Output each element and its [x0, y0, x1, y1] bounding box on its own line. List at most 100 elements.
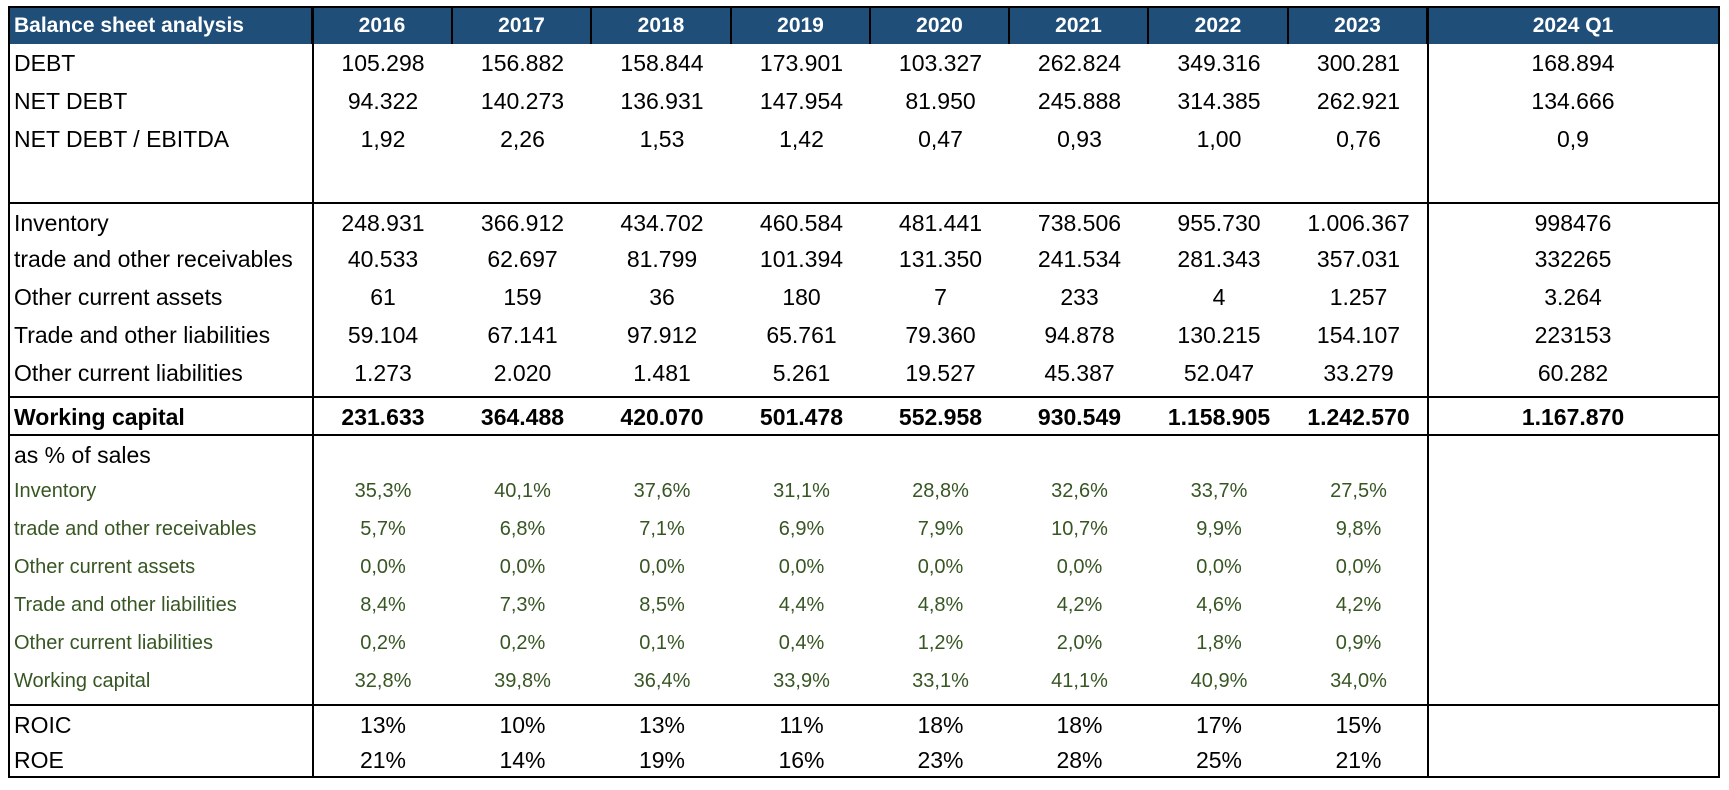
column-header: 2022 [1149, 8, 1289, 44]
table-cell: 0,9% [1335, 631, 1382, 654]
table-cell: 35,3% [354, 479, 412, 502]
balance-sheet-table: Balance sheet analysis 2016 2017 2018 2019 20… [8, 6, 1720, 778]
row-label: Working capital [14, 669, 151, 692]
header-row: Balance sheet analysis 2016 2017 2018 2019 20… [10, 8, 1718, 44]
table-cell: 40.533 [347, 245, 419, 272]
table-cell [1428, 662, 1718, 700]
table-cell: 2.020 [493, 359, 552, 386]
table-cell: 233 [1060, 283, 1099, 310]
table-cell: 94.322 [347, 87, 419, 114]
table-cell: 18% [1056, 711, 1103, 738]
table-cell: 10% [499, 711, 546, 738]
row-label: DEBT [14, 49, 76, 76]
column-header: 2017 [453, 8, 592, 44]
table-cell: 7,1% [639, 517, 685, 540]
table-cell: 1.158.905 [1167, 403, 1271, 430]
table-cell: 357.031 [1316, 245, 1401, 272]
table-cell: 140.273 [480, 87, 565, 114]
table-row: Working capital 231.633 364.488 420.070 501.… [10, 396, 1718, 436]
table-cell: 39,8% [494, 669, 551, 692]
row-label: as % of sales [14, 441, 151, 468]
table-row: Other current assets 61 159 36 180 7 233 4 1.257… [10, 278, 1718, 316]
row-label: Trade and other liabilities [14, 321, 271, 348]
table-cell: 738.506 [1037, 209, 1122, 236]
table-cell: 52.047 [1183, 359, 1255, 386]
table-cell: 1.481 [633, 359, 691, 386]
column-header: 2020 [871, 8, 1010, 44]
table-row: as % of sales [10, 434, 1718, 474]
table-cell: 81.799 [626, 245, 698, 272]
table-cell [1010, 436, 1149, 474]
table-cell: 1,00 [1196, 125, 1242, 152]
table-row: Other current liabilities 1.273 2.020 1.481… [10, 354, 1718, 392]
table-cell: 14% [499, 746, 546, 773]
row-label: ROE [14, 746, 64, 773]
table-cell: 173.901 [759, 49, 844, 76]
table-cell: 0,76 [1336, 125, 1381, 152]
table-row: NET DEBT 94.322 140.273 136.931 147.954 81.95… [10, 82, 1718, 120]
table-cell: 6,9% [778, 517, 825, 540]
table-cell: 9,9% [1196, 517, 1242, 540]
row-label: Inventory [14, 209, 109, 236]
table-cell: 434.702 [620, 209, 704, 236]
table-cell: 314.385 [1177, 87, 1261, 114]
table-cell: 147.954 [759, 87, 844, 114]
row-label: NET DEBT / EBITDA [14, 125, 230, 152]
table-cell: 0,0% [639, 555, 685, 578]
table-cell: 4 [1212, 283, 1226, 310]
table-cell: 0,47 [918, 125, 963, 152]
table-cell: 7,3% [499, 593, 546, 616]
table-cell: 8,4% [360, 593, 406, 616]
table-cell: 241.534 [1037, 245, 1122, 272]
table-cell [1428, 742, 1718, 778]
table-cell: 105.298 [341, 49, 425, 76]
table-cell [453, 436, 592, 474]
table-cell: 7 [934, 283, 947, 310]
table-cell [1428, 624, 1718, 662]
table-cell: 13% [359, 711, 407, 738]
table-cell: 41,1% [1051, 669, 1108, 692]
table-cell: 4,6% [1196, 593, 1242, 616]
table-cell: 1,2% [917, 631, 964, 654]
table-cell: 13% [638, 711, 686, 738]
table-cell [1289, 436, 1428, 474]
table-cell: 10,7% [1051, 517, 1108, 540]
table-row: Trade and other liabilities 59.104 67.141 9… [10, 316, 1718, 354]
table-cell: 27,5% [1330, 479, 1387, 502]
table-cell: 1.006.367 [1307, 209, 1410, 236]
table-cell: 2,0% [1056, 631, 1103, 654]
table-title: Balance sheet analysis [10, 8, 313, 44]
table-cell: 21% [359, 746, 407, 773]
table-row: Trade and other liabilities 8,4% 7,3% 8,5% 4… [10, 586, 1718, 624]
table-cell: 1.257 [1329, 283, 1388, 310]
row-label: NET DEBT [14, 87, 128, 114]
table-cell [313, 436, 453, 474]
table-cell: 955.730 [1177, 209, 1261, 236]
table-cell: 4,4% [778, 593, 825, 616]
table-cell: 154.107 [1316, 321, 1401, 348]
row-label: Other current assets [14, 555, 196, 578]
row-label: Inventory [14, 479, 97, 502]
table-row: NET DEBT / EBITDA 1,92 2,26 1,53 1,42 0,47 0,9… [10, 120, 1718, 158]
table-cell: 36 [649, 283, 675, 310]
table-cell: 67.141 [487, 321, 558, 348]
row-label: Other current liabilities [14, 631, 213, 654]
table-cell: 481.441 [898, 209, 983, 236]
table-cell: 36,4% [633, 669, 691, 692]
row-label: Other current liabilities [14, 359, 243, 386]
table-cell [1428, 706, 1718, 744]
table-cell: 262.824 [1037, 49, 1122, 76]
table-cell: 45.387 [1044, 359, 1115, 386]
table-cell: 17% [1195, 711, 1243, 738]
table-cell: 998476 [1534, 209, 1612, 236]
table-cell: 223153 [1534, 321, 1612, 348]
table-cell: 33,1% [912, 669, 969, 692]
table-cell: 130.215 [1177, 321, 1261, 348]
table-cell: 81.950 [905, 87, 976, 114]
table-cell: 420.070 [620, 403, 704, 430]
table-row: Other current assets 0,0% 0,0% 0,0% 0,0% 0,0%… [10, 548, 1718, 586]
table-cell: 40,1% [494, 479, 551, 502]
table-cell: 5,7% [360, 517, 406, 540]
table-cell: 136.931 [620, 87, 704, 114]
column-header: 2021 [1010, 8, 1149, 44]
